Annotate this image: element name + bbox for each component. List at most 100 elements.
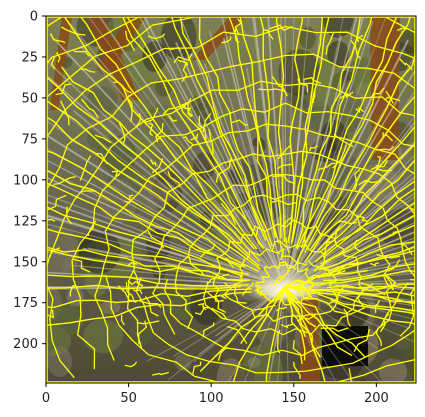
- feather-ray: [267, 16, 287, 287]
- segment-boundary: [291, 16, 330, 242]
- y-tick-label: 175: [13, 296, 38, 311]
- feather-ray: [284, 16, 365, 287]
- segment-boundary: [55, 83, 72, 96]
- segment-boundary: [214, 294, 227, 299]
- segment-boundary: [211, 307, 228, 320]
- segment-boundary: [46, 246, 251, 281]
- segment-boundary: [46, 218, 56, 222]
- segment-boundary: [303, 16, 412, 246]
- segment-boundary: [300, 16, 398, 249]
- segment-boundary: [118, 122, 126, 144]
- segment-boundary: [117, 285, 137, 303]
- segment-boundary: [124, 361, 138, 368]
- feather-ray: [98, 16, 287, 287]
- segment-boundary: [353, 329, 370, 353]
- segment-boundary: [320, 327, 349, 333]
- segment-boundary: [355, 106, 365, 114]
- segment-boundary: [360, 282, 386, 296]
- segment-boundary: [308, 260, 328, 272]
- photo-patch: [48, 303, 85, 336]
- segment-boundary: [50, 55, 56, 70]
- segment-boundary: [354, 168, 361, 191]
- segment-boundary: [126, 150, 416, 349]
- feather-ray: [284, 119, 416, 287]
- segment-boundary: [284, 286, 327, 383]
- segment-boundary: [162, 101, 189, 115]
- feather-ray: [46, 159, 286, 287]
- photo-post: [300, 300, 320, 383]
- feather-ray: [208, 29, 287, 287]
- segment-boundary: [227, 325, 248, 345]
- segment-boundary: [80, 190, 97, 193]
- feather-ray: [285, 169, 416, 287]
- y-tick-label: 75: [21, 132, 38, 147]
- feather-ray: [284, 67, 416, 287]
- segment-boundary: [317, 249, 416, 279]
- segment-boundary: [46, 75, 249, 255]
- segment-boundary: [231, 119, 248, 126]
- segment-boundary: [198, 115, 207, 141]
- segment-boundary: [144, 296, 159, 317]
- segment-boundary: [376, 253, 400, 259]
- feather-ray: [46, 176, 286, 288]
- y-tick-label: 0: [30, 10, 38, 25]
- feather-ray: [46, 58, 287, 287]
- feather-ray: [285, 256, 416, 288]
- segment-boundary: [124, 30, 136, 52]
- photo-patch: [380, 318, 412, 360]
- segment-boundary: [61, 66, 261, 262]
- segment-boundary: [94, 123, 416, 361]
- segment-boundary: [124, 194, 134, 204]
- segment-boundary: [317, 141, 416, 251]
- segment-boundary: [327, 240, 416, 272]
- feather-ray: [222, 37, 287, 287]
- feather-ray: [162, 35, 287, 287]
- feather-ray: [46, 99, 286, 287]
- segment-boundary: [330, 299, 416, 326]
- segment-boundary: [285, 285, 349, 315]
- segment-boundary: [292, 340, 303, 365]
- segment-boundary: [207, 292, 224, 302]
- photo-patch: [47, 346, 73, 377]
- segment-boundary: [46, 53, 416, 193]
- segment-boundary: [314, 179, 416, 263]
- segment-boundary: [262, 29, 274, 40]
- segment-boundary: [168, 46, 181, 51]
- segment-boundary: [385, 96, 401, 102]
- segment-boundary: [284, 286, 306, 338]
- segment-boundary: [323, 262, 416, 281]
- segment-boundary: [389, 230, 400, 237]
- feather-ray: [285, 236, 416, 287]
- segment-boundary: [120, 315, 125, 326]
- photo-patch: [99, 300, 121, 315]
- segment-boundary: [258, 88, 286, 92]
- y-tick-label: 25: [21, 50, 38, 65]
- segment-boundary: [208, 128, 214, 155]
- feather-ray: [284, 141, 416, 287]
- segment-boundary: [310, 93, 416, 250]
- segment-boundary: [326, 284, 416, 292]
- segment-boundary: [94, 152, 108, 165]
- segment-boundary: [297, 78, 309, 93]
- segment-boundary: [277, 163, 294, 170]
- y-tick-label: 150: [13, 255, 38, 270]
- x-tick-label: 50: [120, 391, 137, 406]
- segment-boundary: [277, 329, 281, 354]
- segment-boundary: [46, 99, 260, 267]
- segment-boundary: [198, 16, 273, 247]
- photo-patch: [66, 287, 84, 307]
- photo-post: [50, 16, 72, 110]
- segment-boundary: [273, 265, 292, 287]
- feather-ray: [243, 286, 286, 383]
- segment-boundary: [333, 133, 354, 148]
- x-tick-label: 0: [42, 391, 50, 406]
- segment-boundary: [215, 158, 232, 183]
- segment-boundary: [46, 288, 253, 309]
- segment-boundary: [375, 167, 393, 172]
- x-tick-label: 100: [199, 391, 224, 406]
- segment-boundary: [49, 247, 61, 258]
- segment-boundary: [275, 306, 287, 312]
- segment-boundary: [385, 90, 394, 104]
